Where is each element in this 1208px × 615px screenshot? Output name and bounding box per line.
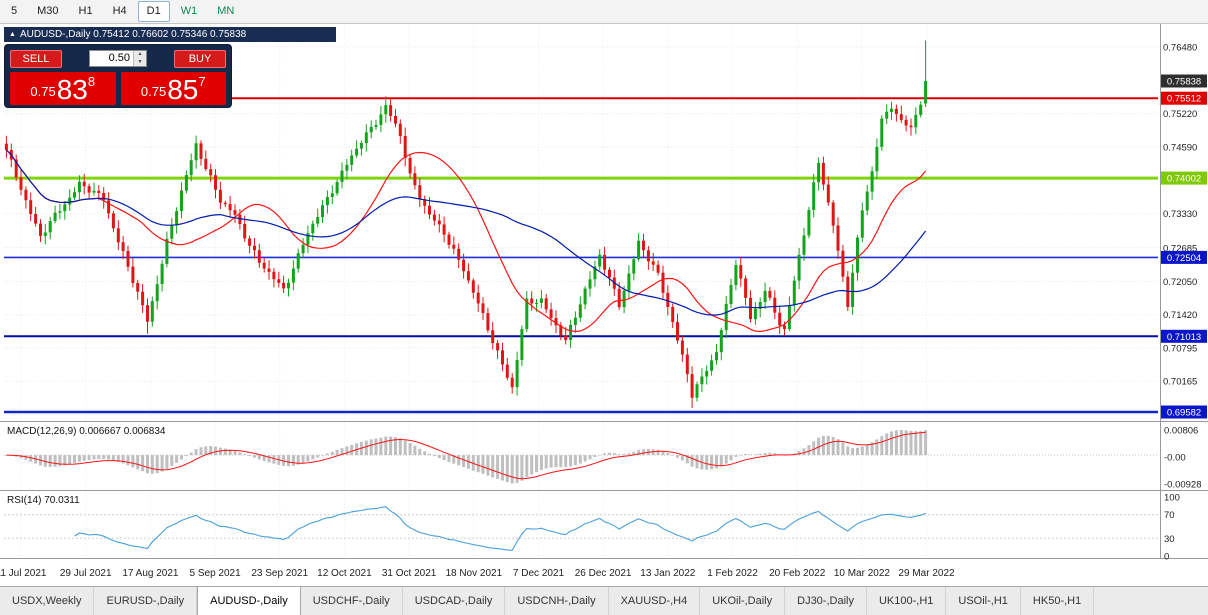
date-label: 1 Feb 2022	[707, 568, 758, 579]
svg-text:0.73330: 0.73330	[1163, 209, 1197, 220]
buy-price-pip: 7	[198, 74, 206, 89]
date-label: 18 Nov 2021	[445, 568, 502, 579]
one-click-trading-panel: SELL 0.50 ▲ ▼ BUY 0.75 83 8 0.75 85 7	[4, 44, 232, 108]
tab-eurusd[interactable]: EURUSD-,Daily	[94, 587, 198, 615]
timeframe-h1-button[interactable]: H1	[78, 5, 93, 17]
date-label: 31 Oct 2021	[382, 568, 437, 579]
buy-button[interactable]: BUY	[174, 49, 226, 68]
indicator-axis-labels: 0.00806 -0.00 -0.00928 100 70 30 0	[1164, 426, 1202, 563]
macd-signal-line	[6, 431, 926, 480]
tab-hk50[interactable]: HK50-,H1	[1021, 587, 1095, 615]
date-axis: 11 Jul 2021 29 Jul 2021 17 Aug 2021 5 Sep 2…	[0, 568, 955, 579]
svg-text:-0.00: -0.00	[1164, 453, 1186, 464]
sell-price-prefix: 0.75	[30, 84, 56, 99]
tab-ukoil[interactable]: UKOil-,Daily	[700, 587, 786, 615]
svg-text:30: 30	[1164, 534, 1175, 545]
sell-button[interactable]: SELL	[10, 49, 62, 68]
tab-uk100[interactable]: UK100-,H1	[867, 587, 947, 615]
rsi-label: RSI(14) 70.0311	[7, 495, 80, 506]
rsi-line	[74, 506, 926, 551]
volume-stepper[interactable]: 0.50 ▲ ▼	[89, 50, 147, 67]
timeframe-m30-button[interactable]: M30	[37, 5, 59, 17]
horizontal-level-lines[interactable]	[4, 97, 1158, 414]
svg-text:0: 0	[1164, 552, 1169, 563]
date-label: 5 Sep 2021	[190, 568, 242, 579]
macd-label: MACD(12,26,9) 0.006667 0.006834	[7, 426, 166, 437]
collapse-triangle-icon[interactable]: ▲	[9, 31, 16, 38]
timeframe-h4-button[interactable]: H4	[112, 5, 127, 17]
svg-text:0.75512: 0.75512	[1167, 94, 1201, 105]
svg-text:100: 100	[1164, 493, 1180, 504]
volume-arrows[interactable]: ▲ ▼	[133, 51, 146, 66]
symbol-tab-bar: USDX,Weekly EURUSD-,Daily AUDUSD-,Daily USD…	[0, 586, 1208, 615]
svg-text:0.75838: 0.75838	[1167, 76, 1201, 87]
price-axis-boxes: 0.75838 0.75512 0.74002 0.72504 0.71013 0.695…	[1161, 74, 1207, 419]
tab-usdx[interactable]: USDX,Weekly	[0, 587, 95, 615]
tab-usoil[interactable]: USOil-,H1	[946, 587, 1021, 615]
timeframe-w1-button[interactable]: W1	[180, 5, 198, 17]
buy-price-display[interactable]: 0.75 85 7	[120, 72, 226, 105]
chart-window[interactable]: MACD(12,26,9) 0.006667 0.006834 RSI(14) 7…	[0, 24, 1208, 586]
moving-average-20	[5, 149, 927, 333]
date-label: 10 Mar 2022	[834, 568, 891, 579]
date-label: 20 Feb 2022	[769, 568, 826, 579]
svg-text:0.69582: 0.69582	[1167, 408, 1201, 419]
svg-text:0.76480: 0.76480	[1163, 43, 1197, 54]
svg-text:0.70795: 0.70795	[1163, 343, 1197, 354]
date-label: 26 Dec 2021	[575, 568, 632, 579]
buy-price-prefix: 0.75	[140, 84, 167, 99]
sell-price-main: 83	[56, 74, 88, 105]
price-axis: 0.76480 0.75220 0.74590 0.73330 0.72685 0.720…	[1163, 43, 1197, 388]
sell-price-pip: 8	[87, 74, 96, 89]
svg-text:-0.00928: -0.00928	[1164, 480, 1202, 491]
timeframe-toolbar: 5 M30 H1 H4 D1 W1 MN	[0, 0, 1208, 24]
svg-text:0.70165: 0.70165	[1163, 377, 1197, 388]
svg-text:70: 70	[1164, 510, 1175, 521]
buy-price-main: 85	[167, 74, 199, 105]
timeframe-d1-button[interactable]: D1	[137, 1, 170, 22]
volume-down-icon[interactable]: ▼	[134, 58, 146, 66]
svg-text:0.74590: 0.74590	[1163, 143, 1197, 154]
date-label: 7 Dec 2021	[513, 568, 565, 579]
timeframe-mn-button[interactable]: MN	[217, 5, 235, 17]
date-label: 13 Jan 2022	[640, 568, 695, 579]
tab-usdcnh[interactable]: USDCNH-,Daily	[505, 587, 609, 615]
tab-xauusd[interactable]: XAUUSD-,H4	[609, 587, 701, 615]
tab-usdcad[interactable]: USDCAD-,Daily	[403, 587, 506, 615]
tab-dj30[interactable]: DJ30-,Daily	[785, 587, 867, 615]
date-label: 29 Mar 2022	[898, 568, 955, 579]
svg-text:0.71013: 0.71013	[1167, 332, 1201, 343]
chart-symbol-period: AUDUSD-,Daily	[19, 29, 91, 40]
svg-text:0.71420: 0.71420	[1163, 310, 1197, 321]
svg-text:0.00806: 0.00806	[1164, 426, 1198, 437]
date-label: 17 Aug 2021	[122, 568, 179, 579]
moving-average-45	[5, 149, 927, 316]
macd-histogram	[4, 430, 928, 484]
svg-text:0.72050: 0.72050	[1163, 277, 1197, 288]
date-label: 12 Oct 2021	[317, 568, 372, 579]
svg-text:0.72685: 0.72685	[1163, 243, 1197, 254]
date-label: 23 Sep 2021	[251, 568, 308, 579]
sell-price-display[interactable]: 0.75 83 8	[10, 72, 116, 105]
svg-text:0.75220: 0.75220	[1163, 109, 1197, 120]
timeframe-5-button[interactable]: 5	[11, 5, 18, 17]
tab-usdchf[interactable]: USDCHF-,Daily	[301, 587, 403, 615]
date-label: 29 Jul 2021	[60, 568, 112, 579]
svg-text:0.72504: 0.72504	[1167, 253, 1201, 264]
chart-window-title: ▲ AUDUSD-,Daily 0.75412 0.76602 0.75346 0…	[4, 27, 336, 42]
svg-text:0.74002: 0.74002	[1167, 174, 1201, 185]
volume-up-icon[interactable]: ▲	[134, 51, 146, 59]
tab-audusd[interactable]: AUDUSD-,Daily	[197, 587, 301, 615]
volume-value: 0.50	[108, 52, 130, 64]
price-chart-canvas[interactable]: MACD(12,26,9) 0.006667 0.006834 RSI(14) 7…	[0, 24, 1208, 586]
chart-ohlc-values: 0.75412 0.76602 0.75346 0.75838	[93, 29, 247, 40]
date-label: 11 Jul 2021	[0, 568, 47, 579]
